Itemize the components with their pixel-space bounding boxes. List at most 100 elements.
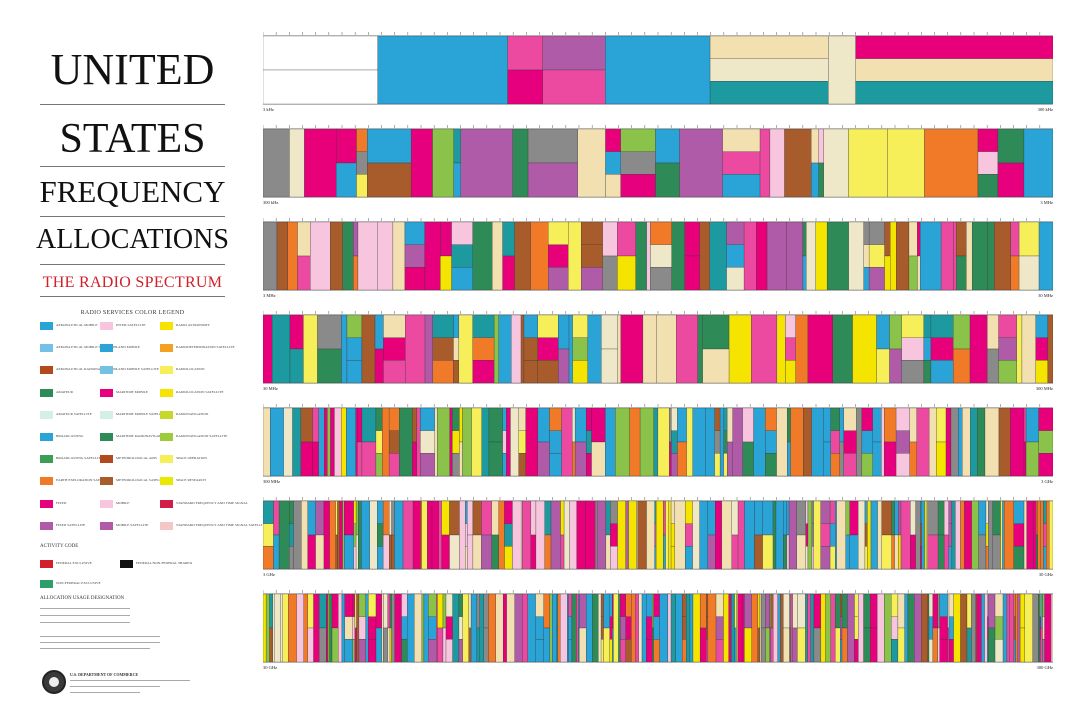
- allocation-segment: [297, 221, 311, 257]
- allocation-segment: [289, 500, 294, 524]
- allocation-segment: [719, 407, 724, 477]
- allocation-segment: [617, 314, 622, 384]
- allocation-segment: [686, 593, 691, 663]
- allocation-segment: [375, 407, 383, 431]
- allocation-segment: [527, 128, 578, 164]
- allocation-segment: [998, 337, 1017, 361]
- allocation-segment: [884, 255, 891, 291]
- allocation-segment: [389, 534, 392, 570]
- allocation-segment: [341, 593, 345, 663]
- allocation-segment: [635, 593, 639, 663]
- legend-label: RADIONAVIGATION SATELLITE: [176, 434, 228, 438]
- allocation-segment: [336, 162, 357, 198]
- allocation-segment: [377, 500, 384, 524]
- allocation-segment: [709, 221, 727, 291]
- allocation-segment: [943, 500, 949, 536]
- allocation-segment: [685, 546, 693, 570]
- spectrum-band: [263, 404, 1053, 477]
- allocation-segment: [1013, 639, 1016, 663]
- allocation-segment: [642, 314, 657, 384]
- allocation-segment: [653, 407, 659, 477]
- allocation-segment: [269, 627, 273, 663]
- allocation-segment: [300, 441, 313, 477]
- allocation-segment: [280, 593, 283, 663]
- allocation-segment: [653, 639, 660, 663]
- allocation-segment: [592, 593, 599, 663]
- allocation-segment: [811, 407, 824, 477]
- allocation-segment: [377, 221, 394, 291]
- allocation-segment: [523, 360, 538, 384]
- allocation-segment: [863, 627, 871, 663]
- allocation-segment: [898, 534, 902, 570]
- allocation-segment: [927, 534, 939, 570]
- allocation-segment: [901, 337, 925, 361]
- allocation-segment: [357, 221, 378, 291]
- allocation-segment: [617, 500, 626, 570]
- allocation-segment: [572, 441, 576, 477]
- allocation-segment: [987, 314, 999, 350]
- allocation-segment: [921, 593, 929, 663]
- allocation-segment: [772, 500, 777, 570]
- allocation-segment: [985, 546, 989, 570]
- allocation-segment: [951, 500, 956, 570]
- allocation-segment: [914, 593, 922, 663]
- allocation-segment: [462, 407, 472, 477]
- allocation-segment: [586, 407, 592, 431]
- allocation-segment: [506, 407, 511, 477]
- allocation-segment: [560, 593, 568, 663]
- allocation-segment: [580, 221, 603, 245]
- allocation-segment: [877, 500, 882, 570]
- allocation-segment: [467, 500, 474, 536]
- allocation-segment: [863, 267, 870, 291]
- allocation-segment: [1002, 593, 1008, 663]
- allocation-segment: [580, 244, 603, 268]
- allocation-segment: [346, 360, 363, 384]
- allocation-segment: [354, 627, 357, 663]
- allocation-segment: [1042, 616, 1045, 640]
- allocation-segment: [609, 593, 613, 617]
- allocation-segment: [726, 244, 745, 268]
- allocation-segment: [537, 337, 559, 361]
- allocation-segment: [549, 453, 562, 477]
- allocation-segment: [884, 441, 897, 477]
- allocation-segment: [374, 314, 384, 350]
- allocation-segment: [1033, 500, 1037, 570]
- allocation-segment: [807, 500, 813, 570]
- allocation-segment: [394, 500, 404, 570]
- allocation-segment: [507, 35, 543, 71]
- legend-swatch: [40, 410, 53, 419]
- allocation-segment: [848, 128, 888, 198]
- title-line-2: STATES: [59, 116, 206, 162]
- allocation-segment: [432, 337, 454, 361]
- allocation-segment: [375, 453, 383, 477]
- legend-label: FIXED: [56, 500, 67, 505]
- legend-swatch: [100, 410, 113, 419]
- allocation-segment: [335, 534, 338, 570]
- allocation-segment: [665, 500, 669, 570]
- allocation-segment: [629, 407, 641, 477]
- allocation-segment: [751, 314, 778, 384]
- legend-title: RADIO SERVICES COLOR LEGEND: [80, 310, 185, 316]
- allocation-segment: [787, 407, 791, 443]
- allocation-segment: [544, 500, 552, 536]
- allocation-segment: [671, 430, 678, 454]
- allocation-segment: [331, 627, 339, 663]
- allocation-segment: [958, 407, 963, 477]
- allocation-segment: [872, 407, 882, 443]
- allocation-segment: [998, 407, 1011, 477]
- allocation-segment: [452, 453, 460, 477]
- allocation-segment: [568, 639, 573, 663]
- allocation-segment: [663, 534, 666, 570]
- allocation-segment: [288, 593, 297, 663]
- allocation-segment: [845, 534, 850, 570]
- allocation-segment: [438, 500, 442, 570]
- allocation-segment: [898, 500, 902, 536]
- allocation-segment: [841, 627, 848, 663]
- allocation-segment: [828, 35, 856, 105]
- allocation-segment: [388, 407, 400, 431]
- legend-label: INTER-SATELLITE: [116, 323, 146, 327]
- allocation-segment: [998, 360, 1017, 384]
- allocation-segment: [731, 500, 739, 536]
- allocation-segment: [580, 267, 603, 291]
- allocation-segment: [663, 500, 666, 536]
